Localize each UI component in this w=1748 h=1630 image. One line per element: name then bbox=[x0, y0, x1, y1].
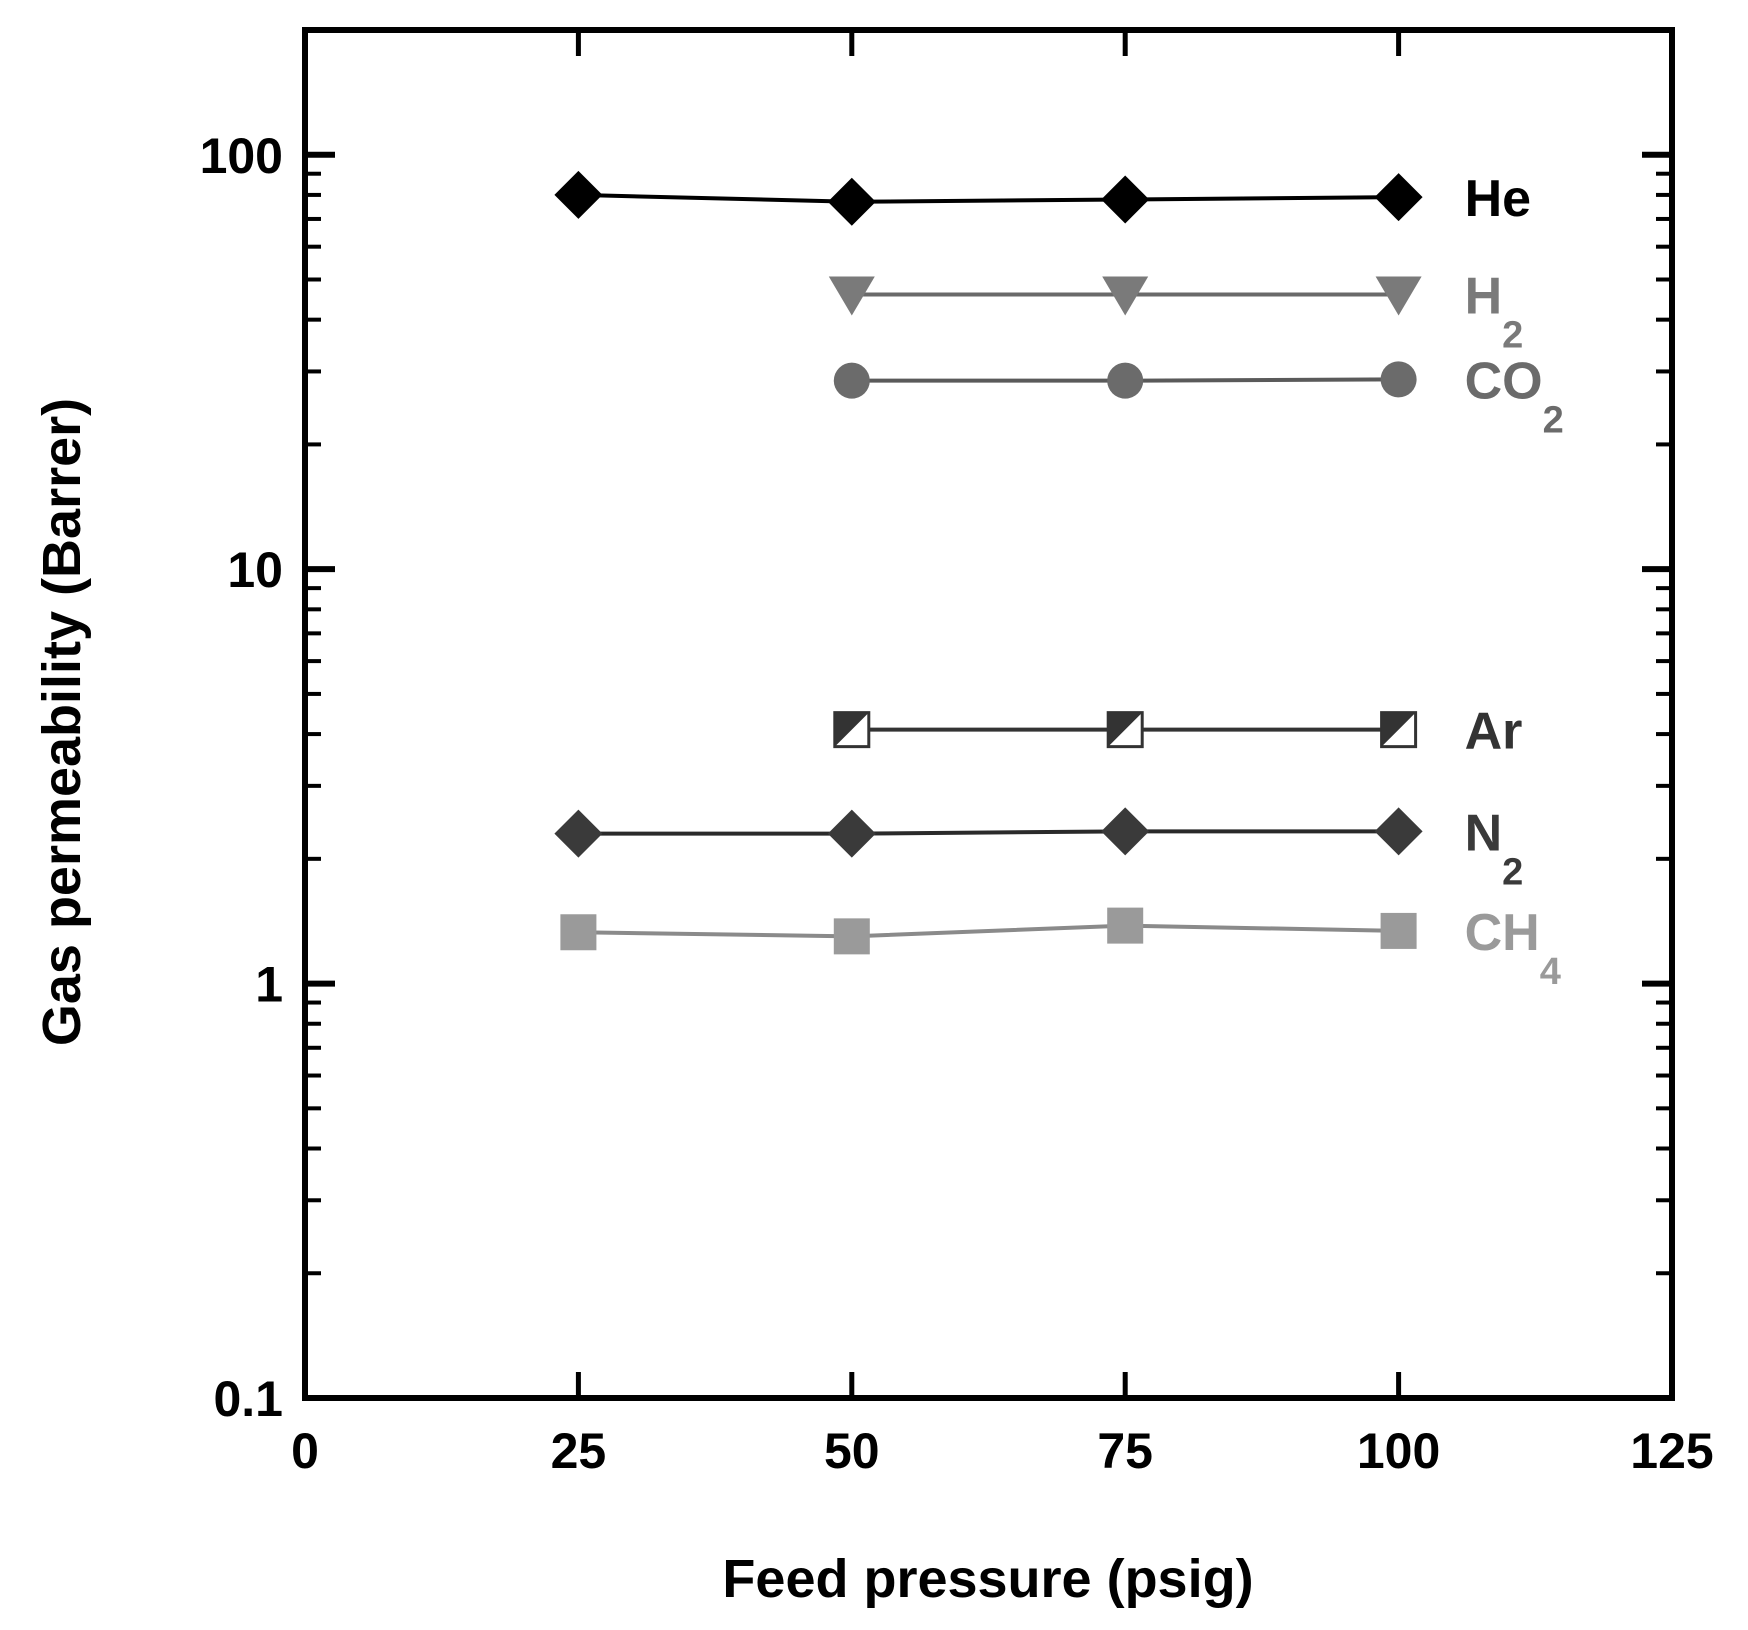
series-label-co2: CO2 bbox=[1465, 352, 1564, 441]
series-label-main: N bbox=[1465, 804, 1503, 862]
data-point-square bbox=[1107, 907, 1144, 944]
data-point-circle bbox=[1380, 361, 1417, 398]
y-tick-label: 0.1 bbox=[213, 1371, 283, 1427]
y-tick-label: 100 bbox=[200, 128, 283, 184]
series bbox=[554, 170, 1423, 955]
data-point-half-square bbox=[1380, 711, 1418, 749]
half-square-fill bbox=[834, 712, 869, 747]
x-tick-label: 50 bbox=[824, 1423, 880, 1479]
series-label-main: He bbox=[1465, 170, 1531, 228]
x-tick-label: 125 bbox=[1630, 1423, 1713, 1479]
series-label-main: Ar bbox=[1465, 703, 1523, 761]
data-point-half-square bbox=[1106, 711, 1144, 749]
series-label-subscript: 4 bbox=[1540, 951, 1561, 993]
series-label-main: CO bbox=[1465, 352, 1543, 410]
series-n2 bbox=[554, 807, 1423, 858]
series-label-n2: N2 bbox=[1465, 804, 1524, 893]
data-point-diamond bbox=[554, 170, 603, 219]
data-point-triangle bbox=[828, 276, 875, 316]
series-label-main: CH bbox=[1465, 904, 1540, 962]
x-tick-label: 0 bbox=[291, 1423, 319, 1479]
series-ch4 bbox=[560, 907, 1417, 955]
tick-labels: 0 25 50 75 100 125 0.1 1 10 100 bbox=[200, 128, 1714, 1479]
y-tick-label: 1 bbox=[255, 957, 283, 1013]
half-square-fill bbox=[1381, 712, 1416, 747]
x-axis-title: Feed pressure (psig) bbox=[722, 1549, 1253, 1609]
data-point-diamond bbox=[827, 177, 876, 226]
series-label-h2: H2 bbox=[1465, 268, 1524, 357]
data-point-square bbox=[560, 914, 597, 951]
data-point-circle bbox=[1107, 362, 1144, 399]
data-point-diamond bbox=[1374, 173, 1423, 222]
data-point-half-square bbox=[833, 711, 871, 749]
series-co2 bbox=[833, 361, 1417, 399]
data-point-triangle bbox=[1375, 276, 1422, 316]
half-square-fill bbox=[1108, 712, 1143, 747]
data-point-diamond bbox=[1101, 807, 1150, 856]
data-point-triangle bbox=[1102, 276, 1149, 316]
data-point-circle bbox=[833, 362, 870, 399]
series-label-he: He bbox=[1465, 170, 1531, 228]
x-tick-label: 75 bbox=[1097, 1423, 1153, 1479]
plot-frame bbox=[302, 27, 1675, 1401]
data-point-diamond bbox=[827, 809, 876, 858]
series-line bbox=[578, 829, 1399, 836]
series-line bbox=[578, 192, 1399, 204]
series-line bbox=[578, 923, 1399, 939]
y-tick-label: 10 bbox=[227, 542, 283, 598]
data-point-diamond bbox=[1374, 807, 1423, 856]
series-label-subscript: 2 bbox=[1502, 851, 1523, 893]
series-label-subscript: 2 bbox=[1502, 315, 1523, 357]
x-tick-label: 25 bbox=[551, 1423, 607, 1479]
data-point-diamond bbox=[554, 809, 603, 858]
data-point-diamond bbox=[1101, 175, 1150, 224]
series-label-ar: Ar bbox=[1465, 703, 1523, 761]
y-axis-title: Gas permeability (Barrer) bbox=[32, 398, 92, 1046]
ticks bbox=[302, 30, 1675, 1401]
series-label-subscript: 2 bbox=[1543, 399, 1564, 441]
axes: 0 25 50 75 100 125 0.1 1 10 100 bbox=[200, 27, 1714, 1479]
series-he bbox=[554, 170, 1423, 226]
series-label-ch4: CH4 bbox=[1465, 904, 1561, 993]
series-label-main: H bbox=[1465, 268, 1503, 326]
data-point-square bbox=[833, 918, 870, 955]
data-point-square bbox=[1380, 912, 1417, 949]
series-ar bbox=[833, 711, 1418, 749]
series-h2 bbox=[828, 276, 1422, 316]
x-tick-label: 100 bbox=[1357, 1423, 1440, 1479]
